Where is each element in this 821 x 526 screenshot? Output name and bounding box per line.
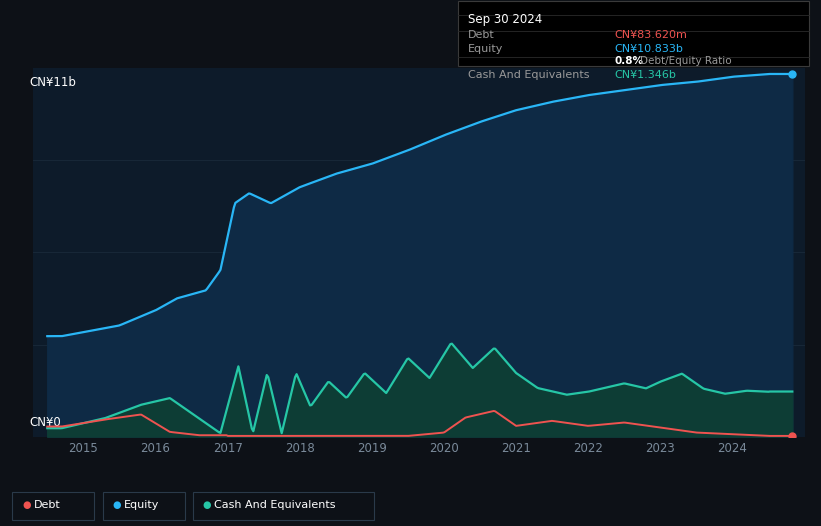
- Text: Cash And Equivalents: Cash And Equivalents: [214, 500, 336, 510]
- Text: Debt/Equity Ratio: Debt/Equity Ratio: [640, 56, 732, 66]
- Text: Cash And Equivalents: Cash And Equivalents: [468, 70, 589, 80]
- Text: Debt: Debt: [34, 500, 61, 510]
- Text: ●: ●: [203, 500, 211, 510]
- Text: CN¥10.833b: CN¥10.833b: [614, 44, 683, 54]
- Text: CN¥0: CN¥0: [29, 416, 61, 429]
- Text: ●: ●: [112, 500, 121, 510]
- Text: 0.8%: 0.8%: [614, 56, 643, 66]
- Text: Sep 30 2024: Sep 30 2024: [468, 13, 542, 26]
- Text: CN¥1.346b: CN¥1.346b: [614, 70, 676, 80]
- Text: ●: ●: [22, 500, 30, 510]
- Text: Equity: Equity: [124, 500, 159, 510]
- Text: Equity: Equity: [468, 44, 503, 54]
- Text: CN¥11b: CN¥11b: [29, 76, 76, 89]
- Text: Debt: Debt: [468, 30, 495, 40]
- Text: CN¥83.620m: CN¥83.620m: [614, 30, 687, 40]
